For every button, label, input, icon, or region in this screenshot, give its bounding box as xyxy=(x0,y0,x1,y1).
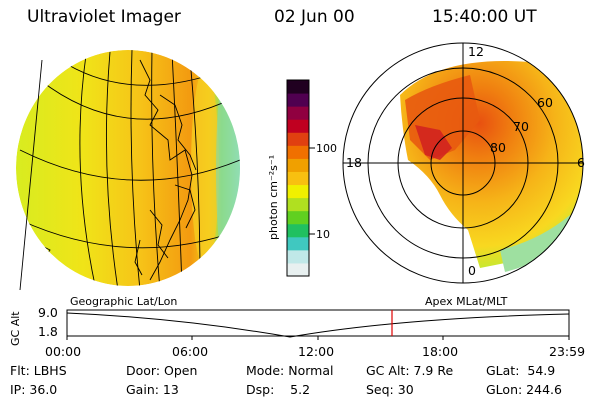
orbit-x-tick-0600: 06:00 xyxy=(172,344,209,359)
mlt-label-6: 6 xyxy=(577,155,585,170)
status-glon: GLon: 244.6 xyxy=(486,382,562,397)
colorbar-band xyxy=(287,223,309,238)
colorbar-band xyxy=(287,210,309,225)
colorbar-band xyxy=(287,158,309,172)
colorbar-band xyxy=(287,184,309,199)
colorbar-band xyxy=(287,236,309,251)
colorbar-band xyxy=(287,249,309,264)
colorbar-band xyxy=(287,145,309,159)
colorbar-band xyxy=(287,197,309,212)
status-dsp: Dsp: 5.2 xyxy=(246,382,311,397)
mlat-label-60: 60 xyxy=(537,95,553,110)
orbit-y-tick-9: 9.0 xyxy=(38,305,58,320)
geographic-caption: Geographic Lat/Lon xyxy=(70,295,178,308)
colorbar-band xyxy=(287,119,309,133)
mlat-label-80: 80 xyxy=(490,140,506,155)
colorbar-band xyxy=(287,132,309,146)
colorbar-band xyxy=(287,80,309,94)
orbit-x-tick-1200: 12:00 xyxy=(298,344,335,359)
polar-image xyxy=(400,60,583,272)
orbit-x-tick-0000: 00:00 xyxy=(45,344,82,359)
status-ip: IP: 36.0 xyxy=(10,382,58,397)
colorbar-units-label: photon cm⁻²s⁻¹ xyxy=(267,154,280,240)
colorbar-frame xyxy=(286,79,310,277)
mlt-label-0: 0 xyxy=(468,263,476,278)
status-gc-alt: GC Alt: 7.9 Re xyxy=(366,363,454,378)
status-door: Door: Open xyxy=(126,363,198,378)
orbit-x-tick-1800: 18:00 xyxy=(422,344,459,359)
colorbar-tick-label-100: 100 xyxy=(316,142,337,155)
orbit-y-tick-1.8: 1.8 xyxy=(38,324,58,339)
colorbar-band xyxy=(287,93,309,107)
apex-caption: Apex MLat/MLT xyxy=(425,295,508,308)
status-filter: Flt: LBHS xyxy=(10,363,67,378)
instrument-title: Ultraviolet Imager xyxy=(27,7,181,27)
mlt-label-18: 18 xyxy=(346,155,362,170)
colorbar-tick-label-10: 10 xyxy=(316,228,330,241)
observation-date: 02 Jun 00 xyxy=(274,7,355,27)
colorbar-band xyxy=(287,171,309,186)
altitude-curve xyxy=(66,312,570,338)
observation-time: 15:40:00 UT xyxy=(432,7,537,27)
polar-grid-lines xyxy=(342,42,584,284)
mlat-label-70: 70 xyxy=(513,119,529,134)
orbit-x-ticks xyxy=(66,336,570,340)
colorbar-band xyxy=(287,106,309,120)
colorbar-band xyxy=(287,262,309,277)
orbit-y-axis-label: GC Alt xyxy=(9,311,22,346)
orbit-x-tick-2359: 23:59 xyxy=(549,344,586,359)
status-glat: GLat: 54.9 xyxy=(486,363,556,378)
status-seq: Seq: 30 xyxy=(366,382,414,397)
colorbar xyxy=(287,80,309,277)
geographic-globe-image xyxy=(16,50,240,286)
mlt-label-12: 12 xyxy=(468,44,484,59)
orbit-plot-frame xyxy=(66,309,570,337)
status-mode: Mode: Normal xyxy=(246,363,334,378)
status-gain: Gain: 13 xyxy=(126,382,179,397)
